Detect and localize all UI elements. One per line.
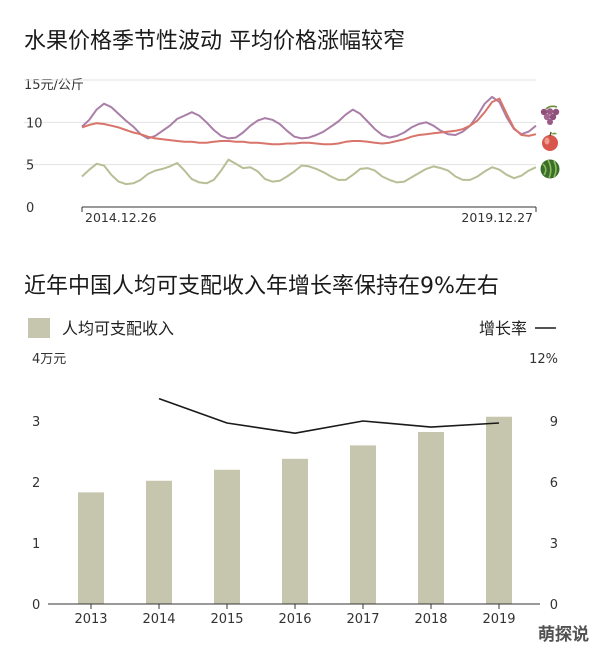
fruit-chart-title: 水果价格季节性波动 平均价格涨幅较窄 — [24, 29, 405, 54]
watermark: 萌探说 — [538, 624, 589, 645]
fruit-y-unit-label: 15元/公斤 — [24, 78, 84, 93]
income-x-tick-label: 2014 — [142, 612, 175, 627]
income-bar — [282, 458, 308, 604]
legend-bar-label: 人均可支配收入 — [62, 319, 174, 338]
income-bar — [350, 445, 376, 604]
legend-line-label: 增长率 — [479, 319, 527, 338]
fruit-gridlines — [24, 79, 536, 166]
fruit-y-tick-label: 0 — [26, 201, 34, 216]
income-right-unit: 12% — [529, 352, 558, 367]
watermelon-price-line — [81, 158, 537, 186]
income-left-unit: 4万元 — [32, 352, 66, 367]
income-left-tick-label: 2 — [32, 476, 40, 491]
income-x-tick-label: 2015 — [210, 612, 243, 627]
apple-icon — [542, 131, 558, 151]
growth-rate-line — [158, 397, 500, 435]
apple-price-line — [81, 97, 537, 146]
income-bar — [78, 492, 104, 604]
income-right-tick-label: 3 — [550, 537, 558, 552]
income-x-tick-label: 2016 — [278, 612, 311, 627]
income-x-tick-label: 2018 — [414, 612, 447, 627]
fruit-series-lines — [81, 95, 537, 186]
growth-rate-polyline — [158, 397, 500, 435]
income-left-tick-label: 0 — [32, 598, 40, 613]
income-bar — [146, 480, 172, 604]
income-left-tick-label: 3 — [32, 415, 40, 430]
grape-icon — [540, 105, 560, 125]
income-x-tick-label: 2013 — [74, 612, 107, 627]
fruit-y-ticks: 0 5 10 — [26, 116, 43, 216]
income-bar — [418, 431, 444, 604]
income-left-tick-label: 1 — [32, 537, 40, 552]
income-bars — [78, 416, 512, 604]
income-x-tick-label: 2019 — [482, 612, 515, 627]
income-bar — [486, 416, 512, 604]
income-chart: 近年中国人均可支配收入年增长率保持在9%左右 人均可支配收入 增长率 4万元 1… — [24, 274, 558, 627]
fruit-x-end-label: 2019.12.27 — [461, 210, 533, 225]
income-bar — [214, 469, 240, 604]
fruit-y-tick-label: 10 — [26, 116, 43, 131]
fruit-price-chart: 水果价格季节性波动 平均价格涨幅较窄 15元/公斤 0 5 10 2014.12.2… — [24, 29, 560, 225]
legend-bar-swatch — [28, 318, 50, 338]
income-y-ticks: 0 1 2 3 0 3 6 9 — [32, 415, 558, 613]
income-chart-title: 近年中国人均可支配收入年增长率保持在9%左右 — [24, 274, 499, 299]
income-x-ticks: 2013 2014 2015 2016 2017 2018 2019 — [74, 604, 516, 627]
watermelon-icon — [540, 159, 560, 179]
grape-price-line — [81, 95, 537, 140]
income-right-tick-label: 6 — [550, 476, 558, 491]
income-right-tick-label: 9 — [550, 415, 558, 430]
fruit-x-start-label: 2014.12.26 — [85, 210, 157, 225]
income-right-tick-label: 0 — [550, 598, 558, 613]
income-x-tick-label: 2017 — [346, 612, 379, 627]
fruit-y-tick-label: 5 — [26, 159, 34, 174]
